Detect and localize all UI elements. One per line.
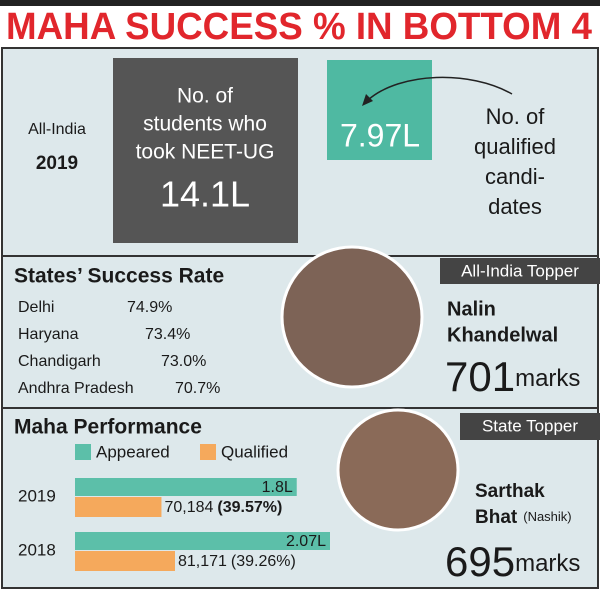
badge (460, 413, 600, 440)
score-unit: marks (515, 550, 580, 577)
legend-swatch (75, 444, 91, 460)
qualified-share: (39.57%) (217, 499, 282, 516)
topper-name: Khandelwal (447, 324, 558, 346)
topper-score: 695marks (445, 538, 580, 585)
top-rule (0, 0, 600, 6)
qualified-label: dates (488, 194, 542, 219)
bar-qualified (75, 497, 162, 517)
year: 2019 (18, 486, 56, 505)
topper-score: 701marks (445, 353, 580, 400)
qualified-count: 70,184 (164, 499, 213, 516)
state-rate: 73.0% (161, 353, 206, 370)
arrow-head (362, 94, 373, 106)
bar-label: 1.8L (262, 479, 293, 496)
legend-swatch (200, 444, 216, 460)
topper-name: Nalin (447, 298, 496, 320)
topper-place: (Nashik) (523, 509, 571, 524)
state-rate: 70.7% (175, 380, 220, 397)
bar-appeared (75, 478, 297, 496)
score: 701 (445, 353, 515, 400)
state-rate: 73.4% (145, 326, 190, 343)
qualified-label: candi- (485, 164, 545, 189)
year: 2018 (18, 540, 56, 559)
qualified-count: 81,171 (178, 553, 227, 570)
badge-text: State Topper (482, 416, 578, 435)
legend-label: Appeared (96, 442, 170, 461)
topper-photo (280, 245, 424, 389)
score-unit: marks (515, 365, 580, 392)
legend-label: Qualified (221, 442, 288, 461)
topper-name: Sarthak (475, 481, 545, 502)
qualified-value: 7.97L (340, 117, 420, 153)
bar-label: 70,184 (39.57%) (164, 499, 282, 516)
year: 2019 (36, 153, 78, 174)
state-name: Chandigarh (18, 353, 101, 370)
state-rate: 74.9% (127, 299, 172, 316)
section-title: States’ Success Rate (14, 265, 224, 288)
region-label: All-India (28, 121, 86, 138)
topper-name: Bhat (475, 507, 518, 528)
qualified-box (327, 60, 432, 160)
badge-text: All-India Topper (461, 261, 579, 280)
took-label: took NEET-UG (136, 141, 275, 164)
qualified-share: (39.26%) (231, 553, 296, 570)
bar-appeared (75, 532, 330, 550)
topper-name-line: Bhat (Nashik) (475, 507, 572, 528)
topper-photo (336, 408, 460, 532)
state-name: Andhra Pradesh (18, 380, 134, 397)
qualified-label: qualified (474, 134, 556, 159)
bar-label: 81,171 (39.26%) (178, 553, 296, 570)
bar-label: 2.07L (286, 533, 326, 550)
took-label: students who (143, 113, 267, 136)
score: 695 (445, 538, 515, 585)
bar-qualified (75, 551, 175, 571)
took-label: No. of (177, 85, 233, 108)
badge (440, 258, 600, 284)
took-box (113, 58, 298, 243)
state-name: Haryana (18, 326, 79, 343)
title: MAHA SUCCESS % IN BOTTOM 4 (6, 6, 592, 48)
took-value: 14.1L (160, 174, 250, 215)
section-title: Maha Performance (14, 416, 202, 439)
qualified-label: No. of (486, 104, 546, 129)
arrow (367, 76, 513, 101)
state-name: Delhi (18, 299, 54, 316)
